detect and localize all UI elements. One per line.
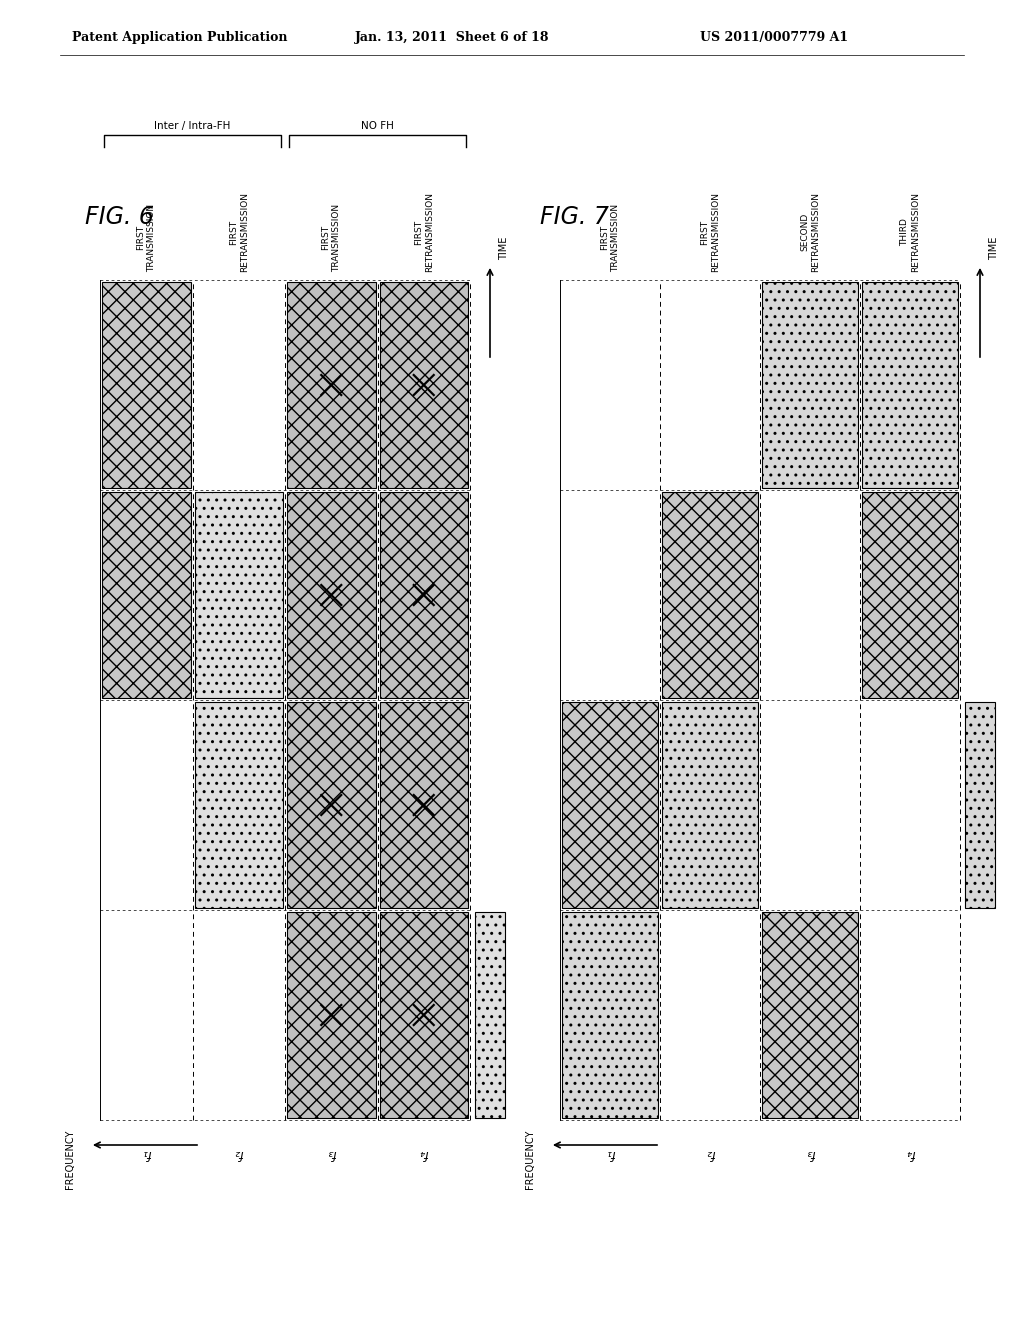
Bar: [287, 282, 376, 488]
Text: TIME: TIME: [989, 236, 999, 260]
Text: f₁: f₁: [605, 1147, 614, 1160]
Text: TIME: TIME: [499, 236, 509, 260]
Bar: [380, 282, 468, 488]
Text: SECOND
RETRANSMISSION: SECOND RETRANSMISSION: [800, 191, 820, 272]
Bar: [662, 492, 758, 698]
Bar: [102, 492, 190, 698]
Bar: [287, 912, 376, 1118]
Text: Jan. 13, 2011  Sheet 6 of 18: Jan. 13, 2011 Sheet 6 of 18: [355, 30, 550, 44]
Bar: [662, 702, 758, 908]
Bar: [195, 492, 283, 698]
Text: f₄: f₄: [419, 1147, 428, 1160]
Text: FIG. 6: FIG. 6: [85, 205, 154, 228]
Bar: [380, 702, 468, 908]
Text: Inter / Intra-FH: Inter / Intra-FH: [155, 121, 230, 131]
Text: f₃: f₃: [805, 1147, 815, 1160]
Bar: [762, 282, 858, 488]
Text: FREQUENCY: FREQUENCY: [525, 1130, 535, 1189]
Bar: [287, 702, 376, 908]
Text: FIG. 7: FIG. 7: [540, 205, 609, 228]
Text: f₂: f₂: [234, 1147, 244, 1160]
Bar: [380, 912, 468, 1118]
Text: FIRST
RETRANSMISSION: FIRST RETRANSMISSION: [228, 191, 249, 272]
Text: f₁: f₁: [141, 1147, 151, 1160]
Text: THIRD
RETRANSMISSION: THIRD RETRANSMISSION: [900, 191, 920, 272]
Bar: [762, 912, 858, 1118]
Text: US 2011/0007779 A1: US 2011/0007779 A1: [700, 30, 848, 44]
Bar: [475, 912, 505, 1118]
Bar: [562, 912, 658, 1118]
Bar: [287, 492, 376, 698]
Bar: [562, 702, 658, 908]
Text: FIRST
TRANSMISSION: FIRST TRANSMISSION: [600, 203, 621, 272]
Text: Patent Application Publication: Patent Application Publication: [72, 30, 288, 44]
Text: NO FH: NO FH: [361, 121, 394, 131]
Text: f₄: f₄: [905, 1147, 914, 1160]
Text: FIRST
TRANSMISSION: FIRST TRANSMISSION: [322, 203, 341, 272]
Text: f₃: f₃: [327, 1147, 336, 1160]
Text: FIRST
RETRANSMISSION: FIRST RETRANSMISSION: [414, 191, 434, 272]
Bar: [102, 282, 190, 488]
Text: FREQUENCY: FREQUENCY: [65, 1130, 75, 1189]
Bar: [862, 282, 958, 488]
Bar: [380, 492, 468, 698]
Bar: [195, 702, 283, 908]
Bar: [965, 702, 995, 908]
Bar: [862, 492, 958, 698]
Text: FIRST
RETRANSMISSION: FIRST RETRANSMISSION: [700, 191, 720, 272]
Text: f₂: f₂: [706, 1147, 715, 1160]
Text: FIRST
TRANSMISSION: FIRST TRANSMISSION: [136, 203, 157, 272]
